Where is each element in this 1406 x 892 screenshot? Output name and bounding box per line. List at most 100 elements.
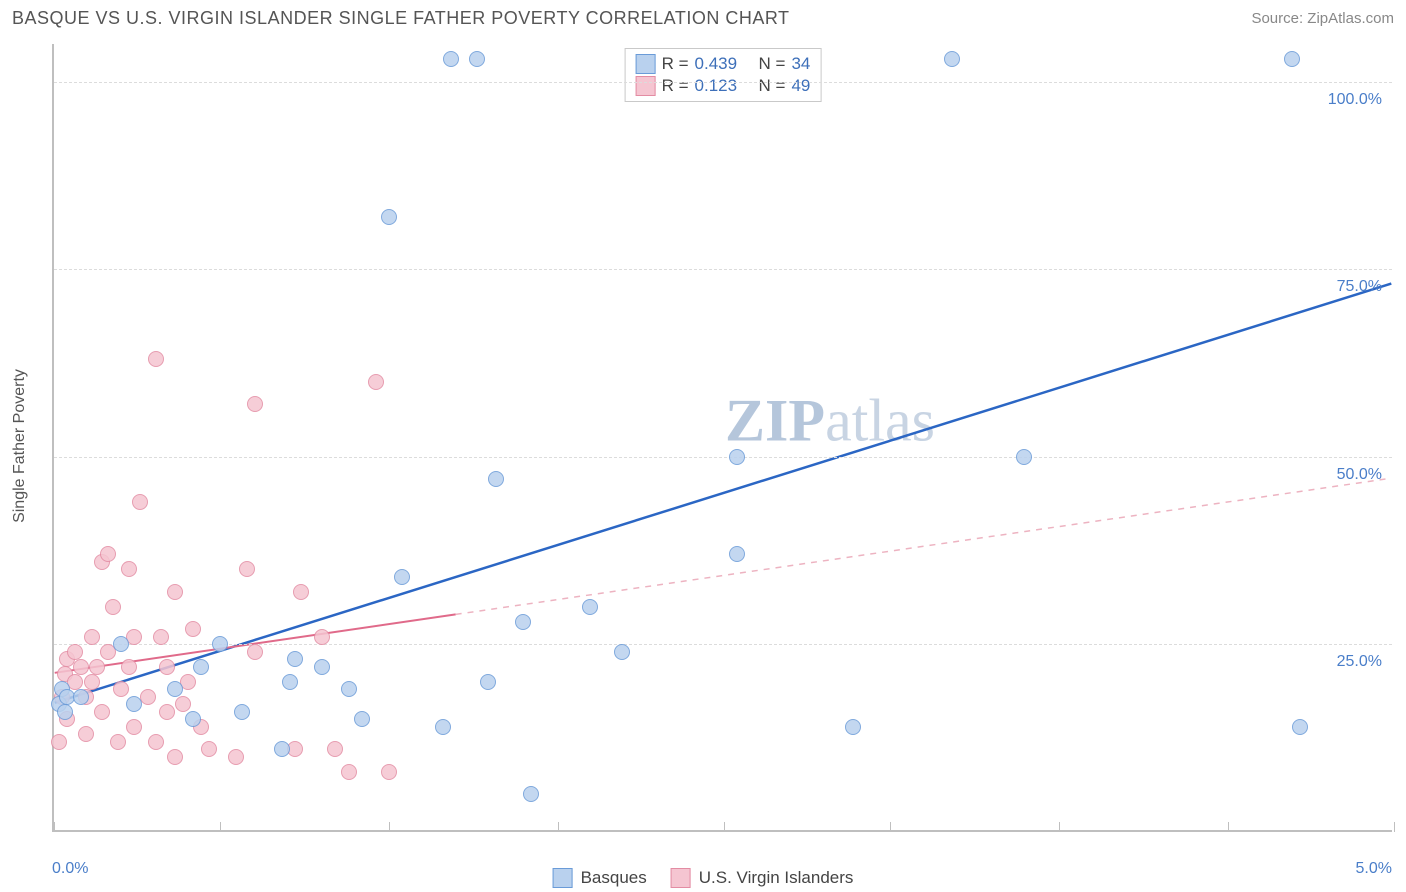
- legend-bottom: Basques U.S. Virgin Islanders: [553, 868, 854, 888]
- point-basques: [314, 659, 330, 675]
- r-value-basques: 0.439: [695, 54, 738, 74]
- legend-item-usvi: U.S. Virgin Islanders: [671, 868, 854, 888]
- n-value-basques: 34: [791, 54, 810, 74]
- r-value-usvi: 0.123: [695, 76, 738, 96]
- point-basques: [944, 51, 960, 67]
- swatch-usvi-icon: [636, 76, 656, 96]
- point-basques: [185, 711, 201, 727]
- trend-lines: [54, 44, 1392, 830]
- n-label: N =: [759, 76, 786, 96]
- point-usvi: [185, 621, 201, 637]
- point-basques: [480, 674, 496, 690]
- swatch-usvi-icon: [671, 868, 691, 888]
- chart-source: Source: ZipAtlas.com: [1251, 10, 1394, 27]
- point-basques: [212, 636, 228, 652]
- x-axis-max-label: 5.0%: [1356, 860, 1392, 878]
- legend-row-basques: R = 0.439 N = 34: [636, 53, 811, 75]
- point-usvi: [121, 659, 137, 675]
- legend-item-basques: Basques: [553, 868, 647, 888]
- point-usvi: [247, 396, 263, 412]
- x-tick: [1059, 822, 1060, 832]
- point-basques: [193, 659, 209, 675]
- point-usvi: [201, 741, 217, 757]
- point-usvi: [293, 584, 309, 600]
- x-tick: [1394, 822, 1395, 832]
- point-usvi: [381, 764, 397, 780]
- point-basques: [469, 51, 485, 67]
- r-label: R =: [662, 54, 689, 74]
- point-usvi: [341, 764, 357, 780]
- point-basques: [341, 681, 357, 697]
- point-basques: [57, 704, 73, 720]
- point-usvi: [167, 749, 183, 765]
- point-usvi: [314, 629, 330, 645]
- point-basques: [443, 51, 459, 67]
- point-usvi: [126, 719, 142, 735]
- point-usvi: [327, 741, 343, 757]
- legend-row-usvi: R = 0.123 N = 49: [636, 75, 811, 97]
- gridline: [54, 269, 1392, 270]
- point-basques: [282, 674, 298, 690]
- point-basques: [729, 546, 745, 562]
- point-usvi: [100, 546, 116, 562]
- point-basques: [394, 569, 410, 585]
- x-tick: [389, 822, 390, 832]
- x-tick: [54, 822, 55, 832]
- point-usvi: [78, 726, 94, 742]
- y-tick-label: 50.0%: [1337, 466, 1382, 484]
- point-usvi: [121, 561, 137, 577]
- legend-label-usvi: U.S. Virgin Islanders: [699, 868, 854, 888]
- point-basques: [167, 681, 183, 697]
- point-basques: [381, 209, 397, 225]
- point-basques: [126, 696, 142, 712]
- point-usvi: [175, 696, 191, 712]
- x-tick: [724, 822, 725, 832]
- point-usvi: [110, 734, 126, 750]
- point-usvi: [159, 704, 175, 720]
- point-usvi: [84, 674, 100, 690]
- point-usvi: [247, 644, 263, 660]
- x-tick: [1228, 822, 1229, 832]
- legend-top: R = 0.439 N = 34 R = 0.123 N = 49: [625, 48, 822, 102]
- point-usvi: [148, 734, 164, 750]
- point-usvi: [159, 659, 175, 675]
- point-basques: [234, 704, 250, 720]
- point-usvi: [94, 704, 110, 720]
- y-axis-label: Single Father Poverty: [11, 369, 29, 523]
- point-basques: [845, 719, 861, 735]
- y-tick-label: 100.0%: [1328, 91, 1382, 109]
- x-tick: [220, 822, 221, 832]
- swatch-basques-icon: [636, 54, 656, 74]
- chart-title: BASQUE VS U.S. VIRGIN ISLANDER SINGLE FA…: [12, 8, 790, 29]
- point-basques: [435, 719, 451, 735]
- point-usvi: [67, 644, 83, 660]
- gridline: [54, 457, 1392, 458]
- x-tick: [558, 822, 559, 832]
- plot-area: ZIPatlas R = 0.439 N = 34 R = 0.123 N = …: [52, 44, 1392, 832]
- point-basques: [582, 599, 598, 615]
- point-usvi: [153, 629, 169, 645]
- point-usvi: [132, 494, 148, 510]
- r-label: R =: [662, 76, 689, 96]
- point-basques: [287, 651, 303, 667]
- y-tick-label: 25.0%: [1337, 653, 1382, 671]
- x-tick: [890, 822, 891, 832]
- point-basques: [1016, 449, 1032, 465]
- n-value-usvi: 49: [791, 76, 810, 96]
- point-usvi: [368, 374, 384, 390]
- point-basques: [354, 711, 370, 727]
- point-basques: [1292, 719, 1308, 735]
- point-basques: [113, 636, 129, 652]
- swatch-basques-icon: [553, 868, 573, 888]
- point-usvi: [239, 561, 255, 577]
- point-basques: [73, 689, 89, 705]
- point-usvi: [51, 734, 67, 750]
- y-tick-label: 75.0%: [1337, 278, 1382, 296]
- point-usvi: [73, 659, 89, 675]
- point-usvi: [113, 681, 129, 697]
- point-usvi: [84, 629, 100, 645]
- point-basques: [729, 449, 745, 465]
- point-usvi: [228, 749, 244, 765]
- point-basques: [523, 786, 539, 802]
- legend-label-basques: Basques: [581, 868, 647, 888]
